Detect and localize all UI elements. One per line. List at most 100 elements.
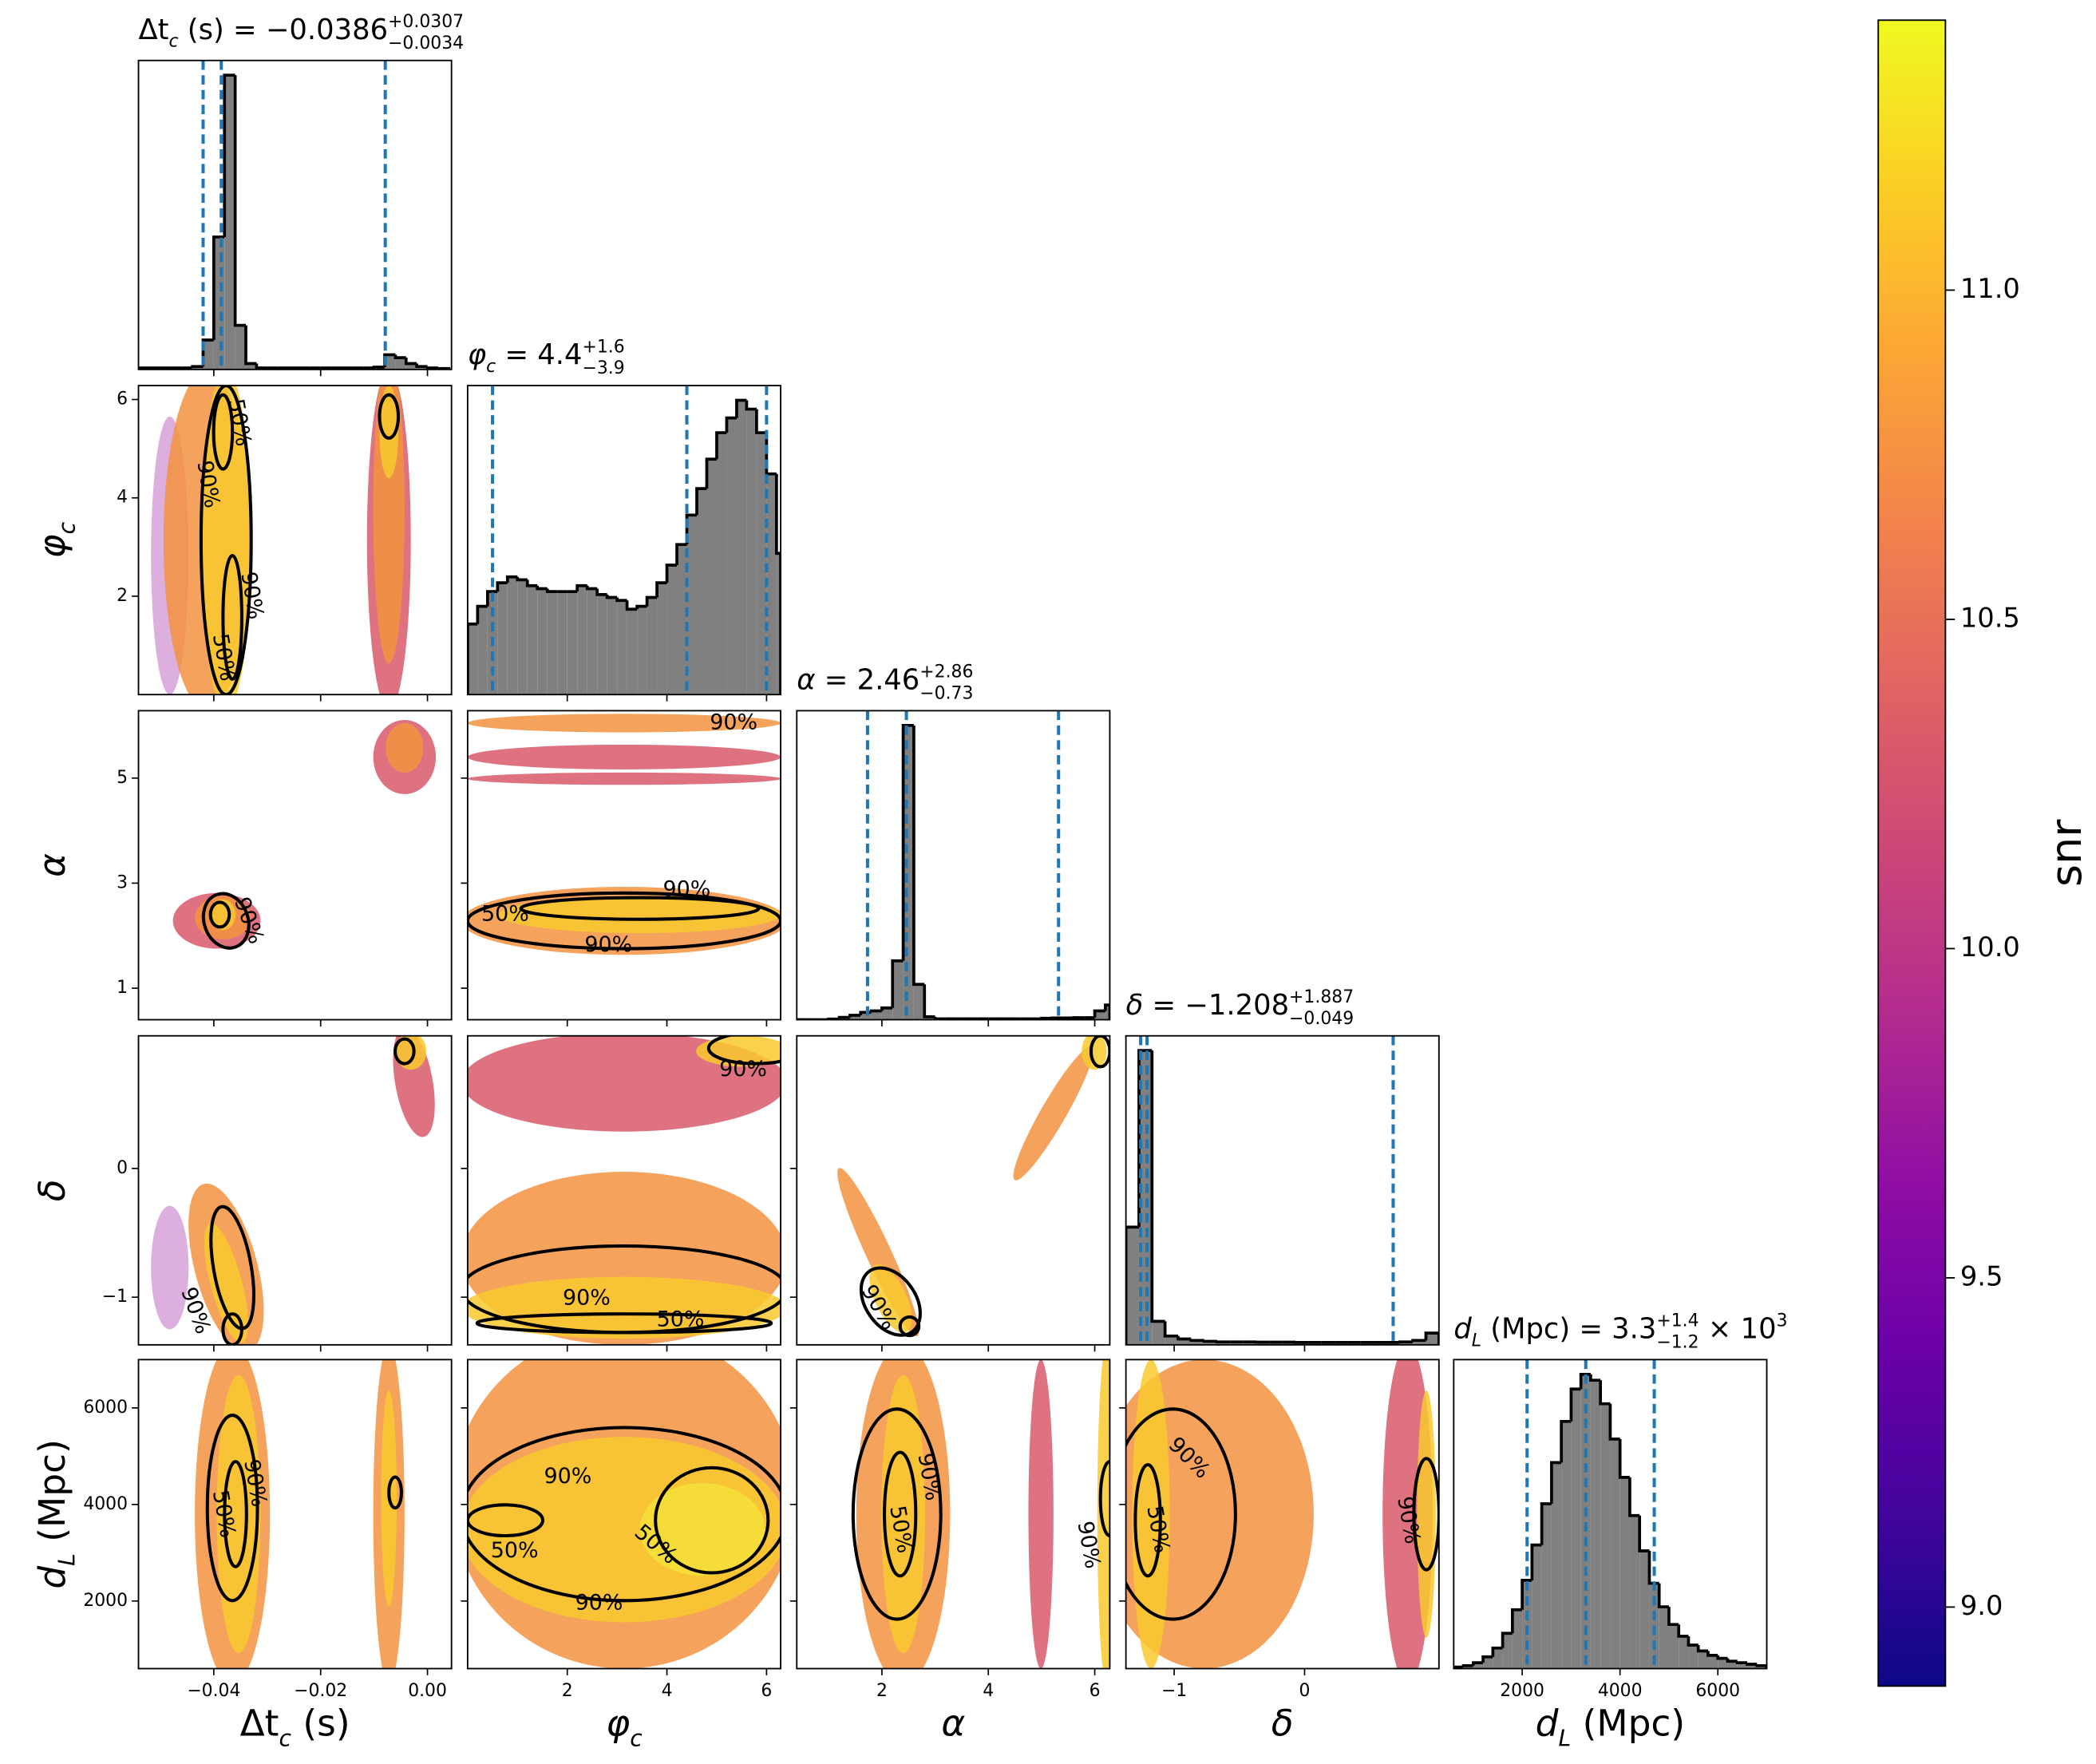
label-part: c	[630, 1725, 643, 1751]
axes-frame	[466, 1359, 781, 1670]
hist-bar	[1707, 1655, 1718, 1669]
hist-bar	[1512, 1609, 1523, 1669]
hist-step	[1189, 1339, 1204, 1343]
hist-bar	[1619, 1477, 1630, 1669]
contour	[898, 1315, 921, 1338]
hist-bar	[657, 583, 667, 695]
y-tick-label: 4	[117, 488, 128, 508]
sample-density	[467, 1035, 781, 1132]
label-part: φ	[606, 1703, 630, 1745]
hist-bar	[477, 606, 488, 695]
hist-bar	[1668, 1624, 1679, 1669]
hist-bar	[913, 984, 925, 1020]
y-tick-label: 6	[117, 390, 128, 409]
hist-step	[223, 73, 235, 237]
hist-bar	[1590, 1380, 1601, 1669]
hist-bar	[537, 588, 548, 695]
hist-step	[755, 409, 767, 434]
hist-step	[1471, 1661, 1484, 1666]
scatter-panel: 90%50% 50%90%	[467, 1359, 781, 1669]
hist-step	[605, 594, 618, 599]
contour	[1098, 1460, 1110, 1538]
hist-bar	[1191, 1340, 1204, 1345]
y-tick-label: 3	[117, 872, 128, 892]
hist-step	[1481, 1655, 1493, 1663]
hist-bar	[892, 960, 904, 1020]
hist-step	[485, 590, 498, 607]
hist-step	[516, 576, 528, 582]
hist-bar	[1532, 1544, 1542, 1669]
contour	[654, 1465, 770, 1575]
label-part: +0.0307	[388, 12, 464, 32]
label-part: × 10	[1699, 1312, 1777, 1345]
contour-label: 90%	[544, 1464, 591, 1489]
contour	[205, 1414, 259, 1603]
scatter-panel: 90%	[172, 720, 437, 950]
hist-bar	[696, 488, 707, 695]
label-part: L	[1472, 1331, 1481, 1351]
contour	[467, 891, 781, 951]
label: δ = −1.208+1.887 −0.049	[1126, 987, 1354, 1029]
hist-bar	[246, 363, 257, 370]
label-part: (Mpc)	[1571, 1703, 1685, 1745]
x-tick-label: −1	[1161, 1681, 1187, 1701]
label-part: (s)	[291, 1703, 350, 1745]
hist-step	[645, 595, 658, 607]
label-part: φ	[31, 534, 73, 558]
label-part: (s) = −0.0386	[179, 14, 388, 46]
y-tick-label: 2	[117, 586, 128, 606]
hist-step	[1687, 1635, 1699, 1647]
x-tick-label: 4000	[1598, 1681, 1643, 1701]
label-part: +1.887	[1289, 987, 1354, 1007]
label-part: δ	[31, 1179, 73, 1201]
contour-label: 90%	[710, 710, 757, 734]
label-part: c	[54, 521, 81, 534]
label: δ	[31, 1179, 73, 1201]
label-part: δ	[1126, 989, 1144, 1022]
hist-step	[1647, 1551, 1659, 1585]
hist-bar	[577, 585, 587, 695]
hist-bar	[677, 544, 687, 695]
sample-density	[379, 386, 399, 479]
y-tick-label: 2000	[83, 1591, 128, 1611]
sample-density	[151, 1205, 189, 1330]
label-part: L	[1559, 1725, 1572, 1751]
label-group: α	[31, 853, 73, 877]
sample-density	[1082, 1035, 1107, 1070]
colorbar-tick-label: 10.5	[1960, 602, 2020, 633]
label-group: δ = −1.208+1.887 −0.049	[1126, 987, 1354, 1029]
contour	[883, 1450, 918, 1578]
hist-bar	[405, 363, 417, 370]
hist-bar	[706, 459, 717, 695]
hist-bar	[607, 597, 618, 695]
sample-density	[1097, 1359, 1110, 1669]
hist-step	[1521, 1579, 1532, 1610]
sample-density	[881, 1374, 926, 1654]
y-tick-label: 6000	[83, 1398, 128, 1418]
scatter-panel: 90%	[151, 1035, 435, 1345]
hist-step	[425, 366, 438, 370]
label-group: φc	[606, 1703, 643, 1752]
hist-step	[244, 325, 257, 366]
hist-step	[1628, 1477, 1640, 1517]
label-group: φc = 4.4+1.6 −3.9	[468, 337, 625, 378]
contour-label: 90%	[584, 932, 632, 957]
label-part: d	[1453, 1312, 1472, 1345]
contour	[859, 1266, 922, 1337]
colorbar-tick-label: 9.5	[1960, 1260, 2003, 1291]
label-part: α	[31, 853, 73, 877]
label-part: +1.6	[582, 337, 624, 357]
scatter-panel: 90%	[837, 1035, 1110, 1338]
contour	[221, 553, 243, 681]
hist-step	[725, 416, 737, 433]
hist-bar	[1629, 1515, 1640, 1669]
sample-density	[467, 744, 781, 769]
axes-frame	[137, 59, 453, 370]
scatter-panel: 90% 90% 50%	[467, 1035, 781, 1345]
hist-step	[545, 588, 558, 594]
sample-density	[200, 386, 251, 695]
colorbar	[1877, 19, 1947, 1687]
contour	[706, 1035, 781, 1066]
hist-bar	[1152, 1321, 1165, 1345]
